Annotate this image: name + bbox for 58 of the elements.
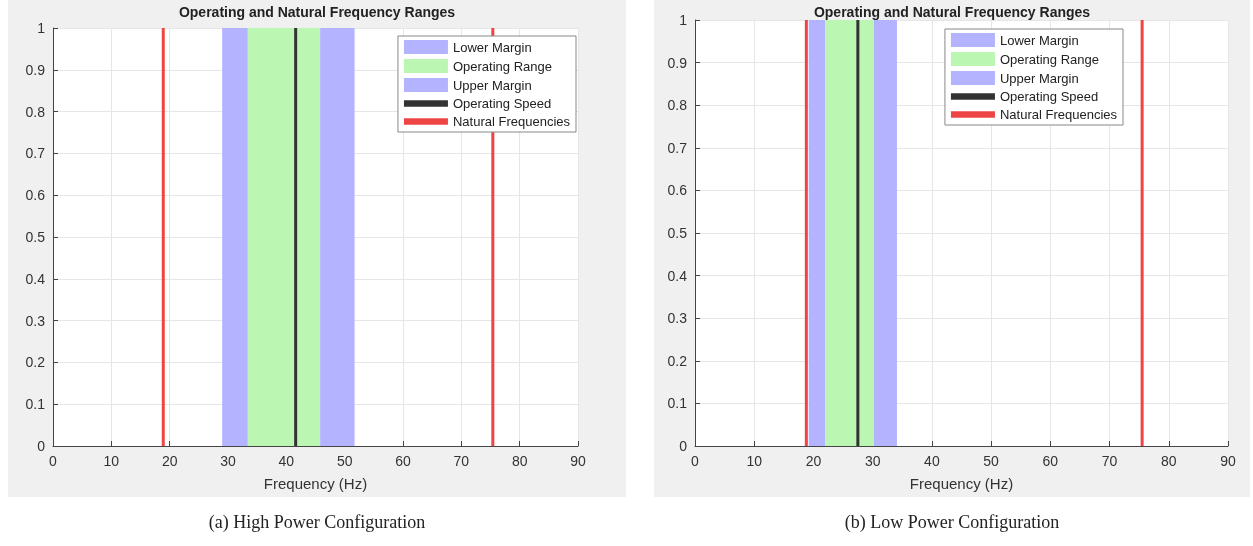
x-tick-label: 20 <box>161 453 178 469</box>
x-tick-label: 50 <box>336 453 353 469</box>
y-tick-label: 0.6 <box>667 182 688 199</box>
legend-label: Operating Range <box>452 58 552 74</box>
x-tick-label: 40 <box>924 453 940 469</box>
x-tick-label: 40 <box>278 453 295 469</box>
x-tick-label: 0 <box>691 453 700 469</box>
y-tick-label: 0.3 <box>667 310 688 327</box>
legend-label: Upper Margin <box>999 70 1079 86</box>
y-tick-label: 0.8 <box>25 103 46 120</box>
x-tick-label: 90 <box>1220 453 1236 469</box>
x-tick-label: 90 <box>570 453 586 469</box>
chart-title: Operating and Natural Frequency Ranges <box>813 4 1091 20</box>
x-tick-label: 30 <box>220 453 236 469</box>
y-tick-label: 1 <box>37 20 46 36</box>
x-tick-label: 10 <box>746 453 763 469</box>
y-tick-label: 0.7 <box>25 145 46 162</box>
y-tick-label: 0.6 <box>25 187 46 204</box>
legend-label: Natural Frequencies <box>999 107 1118 122</box>
y-tick-label: 0.5 <box>25 229 46 245</box>
y-tick-label: 0.2 <box>667 352 688 369</box>
legend-label: Operating Speed <box>452 96 552 111</box>
y-tick-label: 0.4 <box>667 267 688 284</box>
x-tick-label: 20 <box>805 453 822 469</box>
legend-label: Natural Frequencies <box>452 114 571 129</box>
x-tick-label: 60 <box>1042 453 1059 469</box>
y-tick-label: 0.4 <box>25 270 46 287</box>
legend-label: Upper Margin <box>452 77 532 93</box>
y-tick-label: 0.8 <box>667 97 688 114</box>
x-tick-label: 80 <box>1160 453 1177 469</box>
y-tick-label: 0.3 <box>25 312 46 329</box>
y-tick-label: 0.1 <box>25 396 46 413</box>
x-axis-title: Frequency (Hz) <box>909 475 1014 492</box>
y-tick-label: 0.2 <box>25 354 46 371</box>
y-tick-label: 1 <box>679 12 688 28</box>
x-tick-label: 0 <box>49 453 58 469</box>
x-tick-label: 60 <box>395 453 411 469</box>
y-tick-label: 0.5 <box>667 225 688 241</box>
x-tick-label: 10 <box>103 453 120 469</box>
y-tick-label: 0 <box>37 438 46 454</box>
x-tick-label: 30 <box>864 453 881 469</box>
y-tick-label: 0.9 <box>667 54 688 71</box>
text: (b) Low Power Configuration <box>843 512 1061 533</box>
y-tick-label: 0 <box>679 438 688 454</box>
x-tick-label: 80 <box>511 453 528 469</box>
x-tick-label: 50 <box>983 453 1000 469</box>
x-tick-label: 70 <box>1101 453 1118 469</box>
legend-label: Operating Range <box>999 51 1099 67</box>
legend-label: Operating Speed <box>999 89 1099 104</box>
x-tick-label: 70 <box>453 453 470 469</box>
y-tick-label: 0.7 <box>667 139 688 156</box>
text: (a) High Power Configuration <box>207 512 427 533</box>
legend-label: Lower Margin <box>452 39 532 55</box>
legend-label: Lower Margin <box>999 32 1079 48</box>
y-tick-label: 0.9 <box>25 61 46 78</box>
y-tick-label: 0.1 <box>667 395 688 412</box>
x-axis-title: Frequency (Hz) <box>263 475 368 492</box>
chart-title: Operating and Natural Frequency Ranges <box>178 4 456 20</box>
